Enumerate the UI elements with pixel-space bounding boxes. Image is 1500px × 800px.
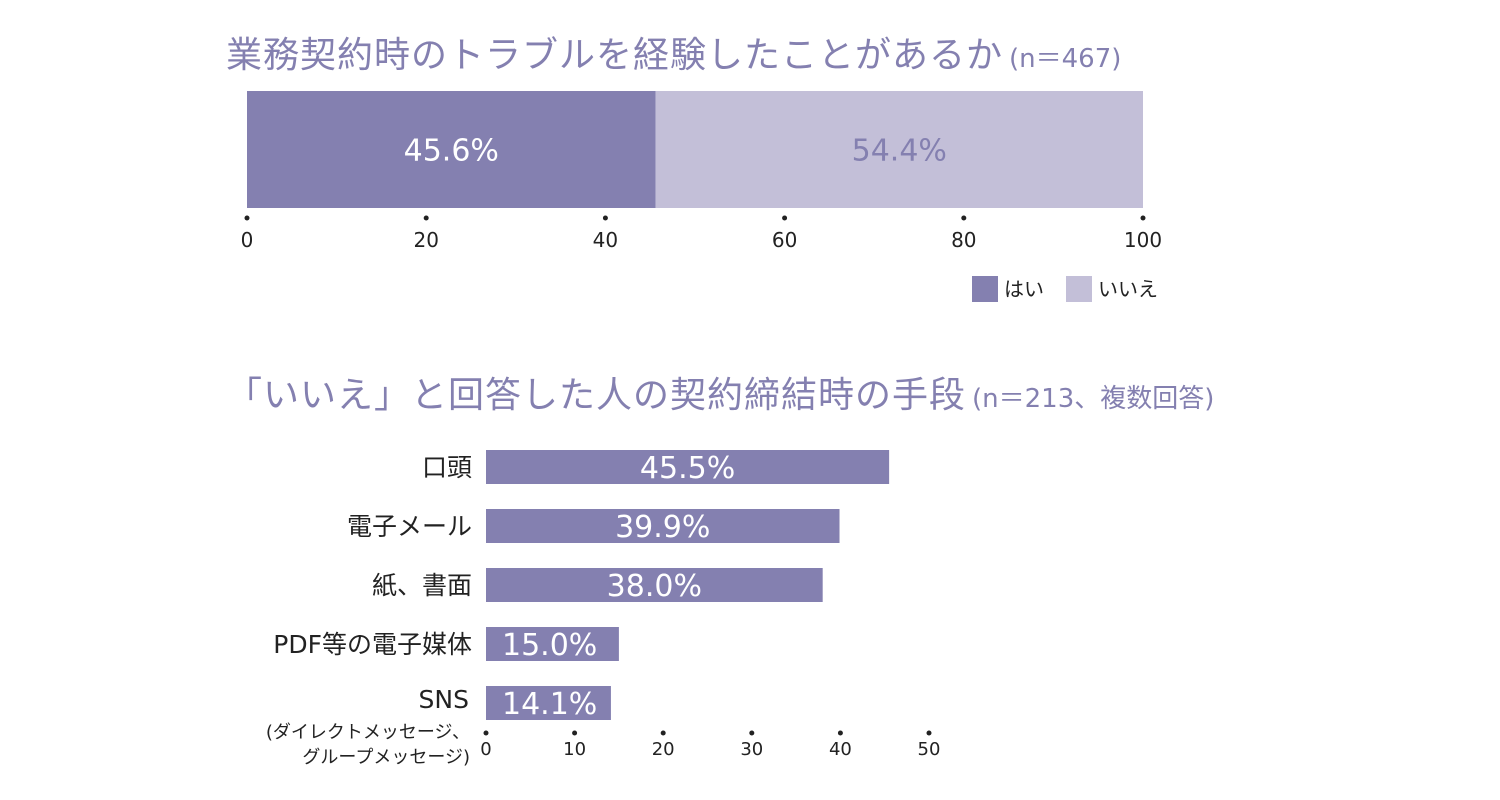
bar-segment-2 <box>655 91 1143 208</box>
x-tick-mark-30 <box>749 730 755 736</box>
bar-value-label-2: 39.9% <box>615 510 710 545</box>
x-tick-mark-100 <box>1140 215 1146 221</box>
x-tick-label-40: 40 <box>593 228 618 252</box>
x-tick-mark-20 <box>660 730 666 736</box>
x-tick-mark-20 <box>423 215 429 221</box>
x-tick-label-20: 20 <box>413 228 438 252</box>
category-label-1: 口頭 <box>422 453 472 482</box>
x-tick-label-60: 60 <box>772 228 797 252</box>
bar-2 <box>486 509 840 543</box>
legend-label-2: いいえ <box>1098 277 1158 301</box>
x-tick-label-30: 30 <box>740 739 763 760</box>
x-tick-label-0: 0 <box>241 228 254 252</box>
bar-1 <box>486 450 890 484</box>
chart1-subtitle: (n＝467) <box>1009 44 1122 74</box>
x-tick-mark-40 <box>837 730 843 736</box>
category-label-2: 電子メール <box>347 512 472 541</box>
x-tick-mark-40 <box>602 215 608 221</box>
bar-value-label-5: 14.1% <box>502 687 597 722</box>
x-tick-mark-0 <box>244 215 250 221</box>
chart1-title-block: 業務契約時のトラブルを経験したことがあるか (n＝467) <box>226 26 1121 78</box>
bar-value-label-4: 15.0% <box>502 628 597 663</box>
chart2-title-block: 「いいえ」と回答した人の契約締結時の手段 (n＝213、複数回答) <box>226 366 1214 418</box>
bar-3 <box>486 568 823 602</box>
x-tick-mark-50 <box>926 730 932 736</box>
x-tick-mark-80 <box>961 215 967 221</box>
chart1-title: 業務契約時のトラブルを経験したことがあるか <box>226 35 1004 76</box>
x-tick-label-80: 80 <box>951 228 976 252</box>
bar-5 <box>486 686 611 720</box>
bar-4 <box>486 627 619 661</box>
category-label-5: SNS <box>419 685 469 714</box>
x-tick-mark-0 <box>483 730 489 736</box>
x-tick-label-40: 40 <box>829 739 852 760</box>
x-tick-mark-60 <box>782 215 788 221</box>
bar-segment-label-2: 54.4% <box>852 134 947 169</box>
legend-swatch-2 <box>1066 276 1092 302</box>
x-tick-label-0: 0 <box>480 739 491 760</box>
chart2-title: 「いいえ」と回答した人の契約締結時の手段 <box>226 375 967 416</box>
x-tick-label-50: 50 <box>918 739 941 760</box>
bar-value-label-1: 45.5% <box>640 451 735 486</box>
chart2-subtitle: (n＝213、複数回答) <box>972 384 1215 414</box>
legend-swatch-1 <box>972 276 998 302</box>
category-sublabel-5-b: グループメッセージ) <box>302 747 470 768</box>
category-sublabel-5-a: (ダイレクトメッセージ、 <box>266 722 470 743</box>
x-tick-label-20: 20 <box>652 739 675 760</box>
category-label-3: 紙、書面 <box>372 571 472 600</box>
legend-label-1: はい <box>1004 277 1044 301</box>
bar-segment-label-1: 45.6% <box>404 134 499 169</box>
bar-segment-1 <box>247 91 656 208</box>
x-tick-label-10: 10 <box>563 739 586 760</box>
bar-value-label-3: 38.0% <box>607 569 702 604</box>
x-tick-mark-10 <box>572 730 578 736</box>
x-tick-label-100: 100 <box>1124 228 1162 252</box>
category-label-4: PDF等の電子媒体 <box>273 630 472 659</box>
